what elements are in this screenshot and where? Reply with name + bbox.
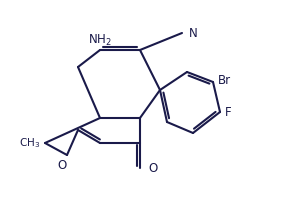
Text: O: O — [148, 162, 157, 175]
Text: Br: Br — [218, 73, 231, 86]
Text: O: O — [57, 159, 67, 172]
Text: N: N — [189, 27, 198, 40]
Text: CH$_3$: CH$_3$ — [19, 136, 40, 150]
Text: F: F — [225, 106, 232, 119]
Text: NH$_2$: NH$_2$ — [88, 33, 112, 48]
